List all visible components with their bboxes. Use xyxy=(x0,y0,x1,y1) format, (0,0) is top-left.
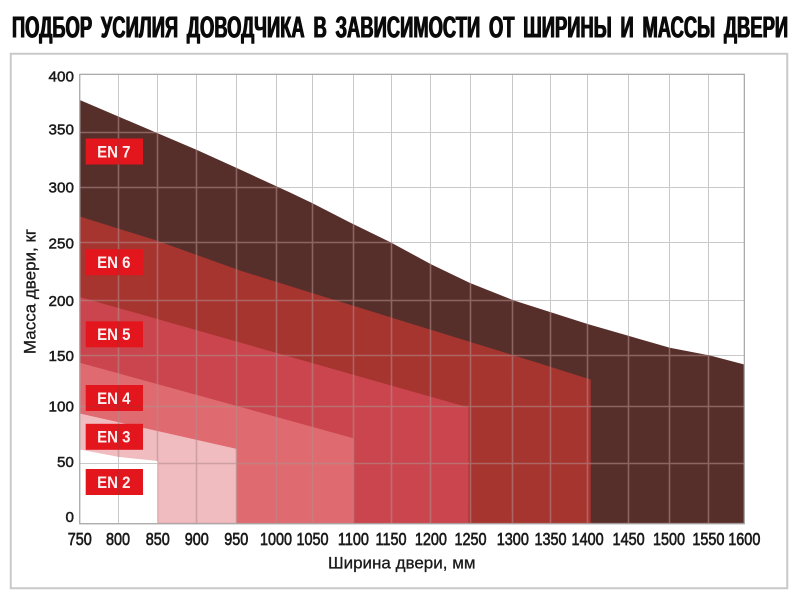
svg-text:EN 2: EN 2 xyxy=(97,474,131,492)
svg-text:300: 300 xyxy=(49,179,74,196)
svg-text:1600: 1600 xyxy=(728,531,760,549)
svg-text:1050: 1050 xyxy=(296,531,328,549)
svg-text:1200: 1200 xyxy=(415,531,447,549)
svg-text:250: 250 xyxy=(49,235,74,252)
svg-text:750: 750 xyxy=(68,531,92,549)
svg-text:800: 800 xyxy=(106,531,130,549)
svg-text:EN 3: EN 3 xyxy=(97,429,131,447)
svg-text:100: 100 xyxy=(49,399,74,416)
svg-text:1400: 1400 xyxy=(572,531,604,549)
svg-text:Масса двери, кг: Масса двери, кг xyxy=(21,229,40,354)
svg-text:150: 150 xyxy=(49,348,74,365)
svg-text:900: 900 xyxy=(185,531,209,549)
svg-text:1450: 1450 xyxy=(613,531,645,549)
svg-text:1550: 1550 xyxy=(692,531,724,549)
svg-text:950: 950 xyxy=(224,531,248,549)
svg-text:350: 350 xyxy=(49,122,74,139)
svg-text:1000: 1000 xyxy=(260,531,292,549)
svg-text:ПОДБОР УСИЛИЯ ДОВОДЧИКА В ЗАВИ: ПОДБОР УСИЛИЯ ДОВОДЧИКА В ЗАВИСИМОСТИ ОТ… xyxy=(12,11,788,45)
svg-text:850: 850 xyxy=(146,531,170,549)
svg-text:EN 6: EN 6 xyxy=(97,255,131,273)
svg-text:0: 0 xyxy=(65,509,73,526)
svg-text:1100: 1100 xyxy=(338,531,369,549)
svg-text:1250: 1250 xyxy=(454,531,486,549)
svg-text:50: 50 xyxy=(57,454,74,471)
svg-text:1300: 1300 xyxy=(497,531,529,549)
svg-text:Ширина двери, мм: Ширина двери, мм xyxy=(328,554,476,573)
svg-text:1500: 1500 xyxy=(653,531,685,549)
svg-text:1150: 1150 xyxy=(375,531,406,549)
svg-text:ПОДБОР УСИЛИЯ ДОВОДЧИКА В ЗАВИ: ПОДБОР УСИЛИЯ ДОВОДЧИКА В ЗАВИСИМОСТИ ОТ… xyxy=(11,11,787,45)
svg-text:400: 400 xyxy=(49,69,74,86)
svg-text:1350: 1350 xyxy=(534,531,566,549)
svg-text:200: 200 xyxy=(49,293,74,310)
svg-text:EN 4: EN 4 xyxy=(97,390,131,408)
svg-text:EN 5: EN 5 xyxy=(97,327,131,345)
svg-text:EN 7: EN 7 xyxy=(97,144,131,162)
svg-text:ПОДБОР УСИЛИЯ ДОВОДЧИКА В ЗАВИ: ПОДБОР УСИЛИЯ ДОВОДЧИКА В ЗАВИСИМОСТИ ОТ… xyxy=(12,11,788,45)
